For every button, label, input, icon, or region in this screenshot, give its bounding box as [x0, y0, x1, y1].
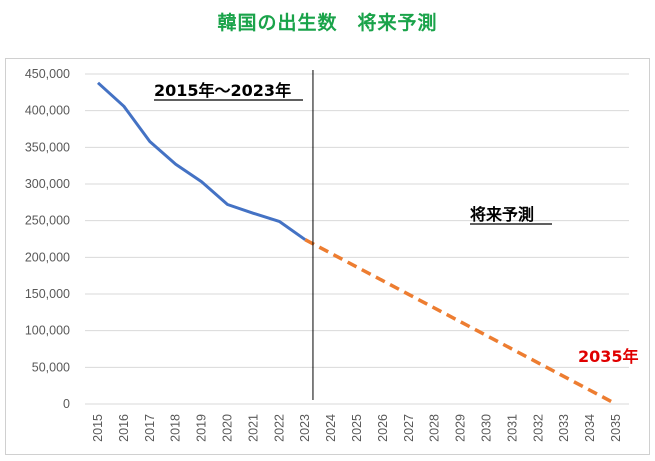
chart-border — [5, 58, 650, 455]
x-tick-label: 2020 — [220, 414, 234, 442]
forecast-series-line — [304, 238, 617, 406]
x-tick-label: 2035 — [609, 414, 623, 442]
y-tick-label: 200,000 — [25, 250, 70, 264]
x-tick-label: 2023 — [298, 414, 312, 442]
x-tick-label: 2025 — [350, 414, 364, 442]
x-tick-label: 2026 — [376, 414, 390, 442]
x-tick-label: 2018 — [169, 414, 183, 442]
y-tick-label: 50,000 — [32, 360, 70, 374]
x-tick-label: 2029 — [454, 414, 468, 442]
x-tick-label: 2030 — [480, 414, 494, 442]
x-tick-label: 2032 — [531, 414, 545, 442]
forecast-label: 将来予測 — [470, 205, 534, 224]
y-tick-label: 150,000 — [25, 287, 70, 301]
y-tick-label: 300,000 — [25, 177, 70, 191]
x-tick-label: 2015 — [91, 414, 105, 442]
y-tick-label: 250,000 — [25, 214, 70, 228]
y-tick-label: 350,000 — [25, 140, 70, 154]
actual-series-line — [96, 81, 307, 241]
x-tick-label: 2021 — [246, 414, 260, 442]
x-tick-label: 2016 — [117, 414, 131, 442]
x-tick-label: 2022 — [272, 414, 286, 442]
x-tick-label: 2031 — [505, 414, 519, 442]
y-tick-label: 0 — [63, 397, 70, 411]
x-tick-label: 2024 — [324, 414, 338, 442]
actual-period-label: 2015年～2023年 — [154, 81, 291, 100]
x-tick-label: 2028 — [428, 414, 442, 442]
y-tick-label: 100,000 — [25, 324, 70, 338]
chart-title: 韓国の出生数 将来予測 — [217, 12, 438, 34]
x-tick-label: 2019 — [195, 414, 209, 442]
y-tick-label: 450,000 — [25, 67, 70, 81]
x-tick-label: 2034 — [583, 414, 597, 442]
end-year-label: 2035年 — [578, 347, 639, 366]
x-tick-label: 2027 — [402, 414, 416, 442]
y-tick-label: 400,000 — [25, 104, 70, 118]
x-tick-label: 2017 — [143, 414, 157, 442]
x-tick-label: 2033 — [557, 414, 571, 442]
